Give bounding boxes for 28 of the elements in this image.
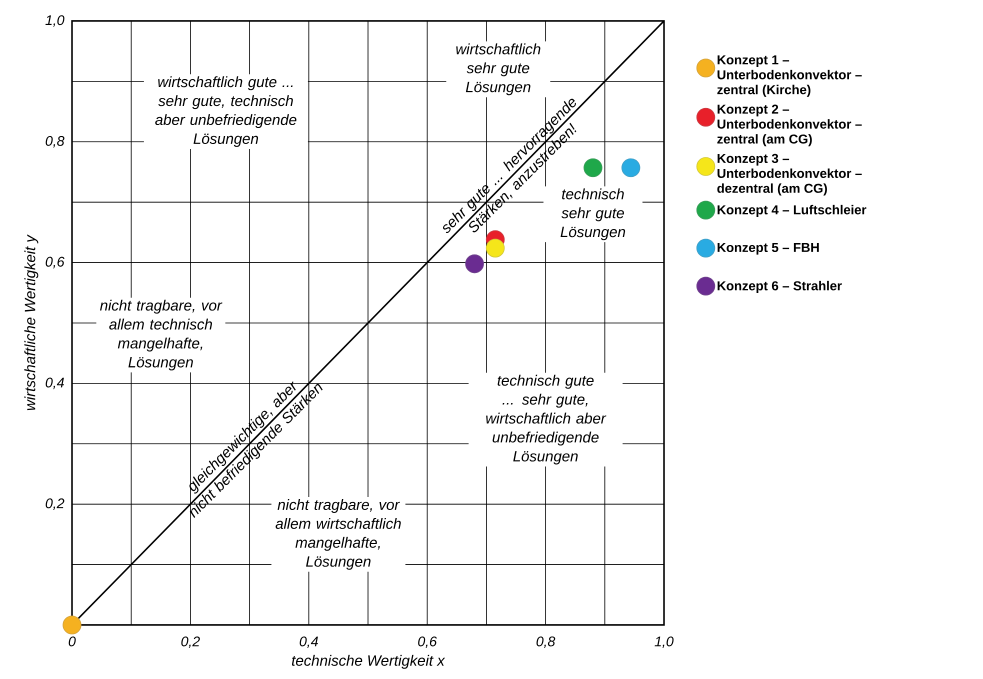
x-axis-title: technische Wertigkeit x	[292, 654, 446, 669]
y-tick-label: 0,6	[46, 256, 64, 268]
x-tick-label: 0,8	[536, 636, 556, 648]
point	[486, 238, 505, 258]
x-tick-label: 0,6	[418, 636, 437, 648]
legend-label: Konzept 4 – Luftschleier	[718, 204, 866, 217]
legend-label: Konzept 6 – Strahler	[718, 280, 842, 293]
y-tick-label: 1,0	[45, 15, 64, 27]
point	[584, 158, 602, 178]
point	[62, 616, 82, 634]
y-tick-label: 0,8	[46, 136, 64, 148]
annotation: technisch gute ... sehr gute, wirtschaftlich aber unbefriedigende Lösungen	[486, 374, 606, 464]
y-tick-label: 0,2	[46, 498, 64, 510]
x-tick-label: 0	[68, 636, 76, 646]
annotation: wirtschaftlich gute ... sehr gute, technisch aber unbefriedigende Lösungen	[155, 76, 296, 147]
x-tick-label: 0,2	[181, 636, 200, 648]
x-tick-label: 1,0	[654, 636, 674, 648]
point	[465, 254, 484, 274]
x-tick-label: 0,4	[300, 636, 318, 648]
legend-label: Konzept 3 – Unterbodenkonvektor – dezentral (am CG)	[717, 154, 862, 196]
legend-label: Konzept 5 – FBH	[718, 243, 819, 255]
legend-label: Konzept 1 – Unterbodenkonvektor – zentral (Kirche)	[717, 55, 862, 97]
annotation: technisch sehr gute Lösungen	[560, 188, 626, 240]
legend-label: Konzept 2 – Unterbodenkonvektor – zentral (am CG)	[717, 104, 862, 146]
annotation: nicht tragbare, vor allem wirtschaftlich mangelhafte, Lösungen	[276, 499, 401, 570]
point	[621, 158, 640, 178]
y-axis-title: wirtschaftliche Wertigkeit y	[24, 234, 38, 410]
y-tick-label: 0,4	[46, 378, 64, 390]
